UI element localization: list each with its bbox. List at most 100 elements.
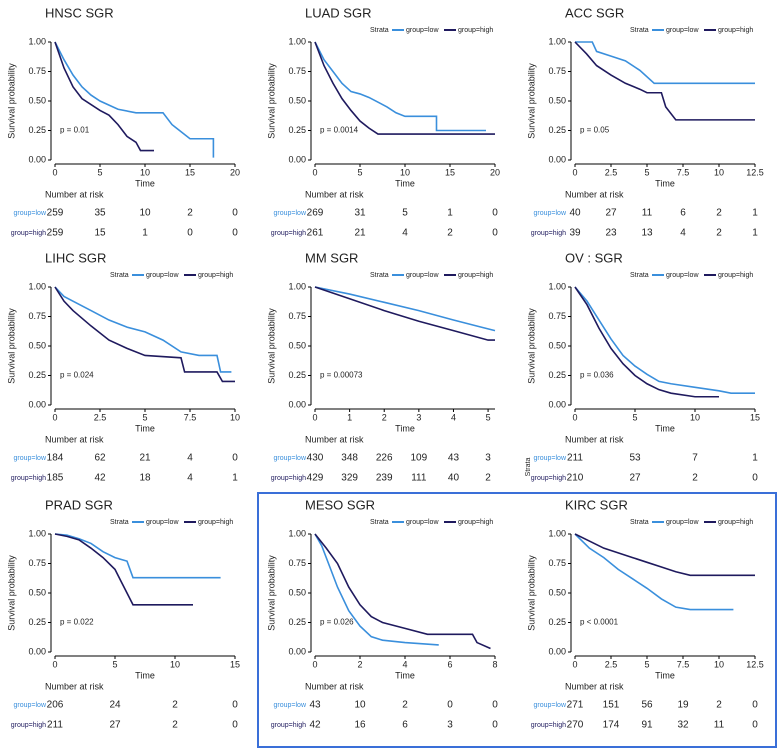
- legend-label: group=high: [718, 519, 753, 526]
- chart-title: LUAD SGR: [305, 5, 371, 20]
- risk-count: 35: [94, 208, 106, 219]
- x-tick-label: 0: [52, 412, 57, 422]
- x-axis-label: Time: [395, 178, 415, 188]
- x-tick-label: 15: [230, 659, 240, 669]
- y-tick-label: 0.25: [548, 370, 566, 380]
- x-tick-label: 2: [382, 412, 387, 422]
- risk-count: 2: [172, 720, 178, 731]
- y-tick-label: 0.50: [548, 587, 566, 597]
- p-value: p = 0.036: [580, 371, 614, 380]
- y-tick-label: 1.00: [288, 281, 306, 291]
- risk-count: 211: [567, 453, 583, 464]
- p-value: p = 0.01: [60, 126, 90, 135]
- y-tick-label: 0.00: [288, 154, 306, 164]
- risk-count: 109: [411, 453, 428, 464]
- x-tick-label: 7.5: [184, 412, 197, 422]
- x-tick-label: 12.5: [746, 659, 764, 669]
- risk-row-label: group=high: [271, 722, 306, 729]
- risk-count: 206: [47, 700, 64, 711]
- risk-count: 0: [492, 700, 498, 711]
- y-tick-label: 0.75: [548, 66, 566, 76]
- survival-curve: [314, 41, 495, 135]
- y-tick-label: 0.00: [28, 399, 46, 409]
- x-tick-label: 5: [486, 412, 491, 422]
- survival-curve: [54, 533, 221, 579]
- y-tick-label: 0.75: [288, 311, 306, 321]
- survival-curve: [574, 533, 734, 611]
- survival-curve: [575, 41, 755, 85]
- p-value: p = 0.00073: [320, 371, 363, 380]
- risk-count: 11: [642, 208, 653, 219]
- risk-count: 430: [307, 453, 324, 464]
- risk-count: 1: [752, 208, 758, 219]
- risk-count: 0: [752, 720, 758, 731]
- y-tick-label: 0.50: [28, 587, 46, 597]
- y-tick-label: 0.00: [548, 646, 566, 656]
- survival-curve: [314, 533, 491, 650]
- risk-count: 4: [680, 228, 686, 239]
- x-tick-label: 15: [445, 167, 455, 177]
- x-axis-label: Time: [655, 670, 675, 680]
- chart-title: MM SGR: [305, 250, 358, 265]
- highlight-box: [257, 492, 777, 748]
- x-tick-label: 0: [312, 412, 317, 422]
- risk-count: 111: [411, 473, 427, 484]
- y-axis-label: Survival probability: [526, 308, 536, 384]
- y-tick-label: 1.00: [548, 281, 566, 291]
- risk-count: 42: [94, 473, 106, 484]
- x-tick-label: 10: [170, 659, 180, 669]
- y-tick-label: 0.50: [288, 95, 306, 105]
- risk-count: 239: [376, 473, 393, 484]
- x-tick-label: 10: [714, 659, 724, 669]
- risk-title: Number at risk: [305, 434, 364, 444]
- x-tick-label: 2.5: [605, 659, 618, 669]
- x-tick-label: 0: [312, 167, 317, 177]
- y-tick-label: 0.75: [28, 311, 46, 321]
- risk-row-label: group=low: [14, 455, 47, 462]
- risk-count: 15: [94, 228, 106, 239]
- survival-curve: [314, 286, 495, 341]
- x-tick-label: 2.5: [94, 412, 107, 422]
- risk-count: 13: [641, 228, 653, 239]
- y-tick-label: 0.00: [548, 399, 566, 409]
- x-tick-label: 5: [142, 412, 147, 422]
- risk-count: 42: [309, 720, 321, 731]
- risk-count: 0: [752, 473, 758, 484]
- chart-title: LIHC SGR: [45, 250, 106, 265]
- risk-count: 2: [692, 473, 698, 484]
- risk-count: 1: [752, 228, 758, 239]
- y-tick-label: 0.25: [288, 125, 306, 135]
- y-tick-label: 1.00: [28, 281, 46, 291]
- risk-count: 4: [187, 473, 193, 484]
- x-axis-label: Time: [395, 670, 415, 680]
- x-tick-label: 3: [416, 412, 421, 422]
- risk-count: 0: [232, 208, 238, 219]
- p-value: p = 0.026: [320, 618, 354, 627]
- risk-count: 11: [714, 720, 725, 731]
- x-axis-label: Time: [135, 670, 155, 680]
- x-tick-label: 4: [402, 659, 407, 669]
- y-tick-label: 1.00: [288, 528, 306, 538]
- chart-title: ACC SGR: [565, 5, 624, 20]
- risk-count: 2: [402, 700, 408, 711]
- x-tick-label: 7.5: [677, 659, 690, 669]
- risk-count: 62: [94, 453, 106, 464]
- risk-row-label: group=high: [11, 475, 46, 482]
- x-tick-label: 0: [572, 412, 577, 422]
- y-tick-label: 0.00: [288, 399, 306, 409]
- y-tick-label: 0.25: [548, 125, 566, 135]
- x-tick-label: 0: [572, 659, 577, 669]
- risk-row-label: group=high: [531, 230, 566, 237]
- y-tick-label: 0.00: [28, 646, 46, 656]
- risk-row-label: group=low: [274, 702, 307, 709]
- legend-label: group=low: [406, 272, 439, 279]
- survival-curve: [54, 286, 232, 373]
- legend-title: Strata: [370, 27, 389, 34]
- risk-count: 21: [354, 228, 366, 239]
- risk-count: 259: [47, 228, 64, 239]
- x-tick-label: 7.5: [677, 167, 690, 177]
- x-tick-label: 15: [750, 412, 760, 422]
- legend-label: group=high: [718, 272, 753, 279]
- risk-row-label: group=low: [534, 210, 567, 217]
